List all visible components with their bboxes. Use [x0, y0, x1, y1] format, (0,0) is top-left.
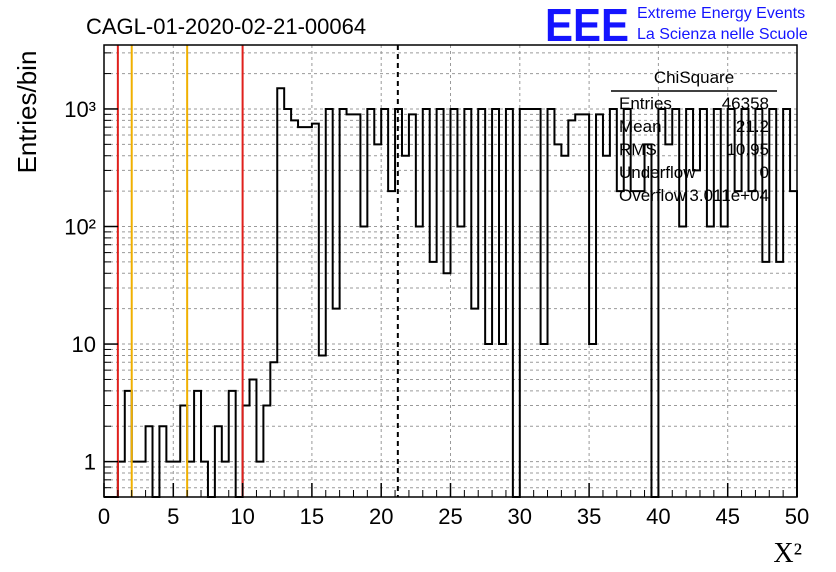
x-tick-label: 5	[167, 504, 179, 529]
eee-logo: EEE Extreme Energy Events La Scienza nel…	[545, 0, 808, 51]
x-tick-label: 0	[98, 504, 110, 529]
stats-value: 3.011e+04	[689, 186, 769, 205]
stats-value: 0	[760, 163, 769, 182]
histogram-outline	[104, 87, 798, 498]
axis-ticks: 0 5 10 15 20 25 30 35 40 45 50 1 10 10² 10³	[64, 52, 809, 529]
y-tick-label: 10³	[64, 97, 96, 122]
x-tick-label: 15	[300, 504, 324, 529]
y-tick-label: 10	[72, 332, 96, 357]
x-tick-label: 50	[785, 504, 809, 529]
logo-line-2: La Scienza nelle Scuole	[637, 26, 808, 43]
logo-mark: EEE	[545, 0, 629, 51]
stats-box: ChiSquare Entries 46358 Mean 21.2 RMS 10.95 Un…	[611, 68, 777, 205]
x-tick-label: 20	[369, 504, 393, 529]
chart-title: CAGL-01-2020-02-21-00064	[86, 14, 366, 39]
x-tick-label: 30	[508, 504, 532, 529]
stats-rows: Entries 46358 Mean 21.2 RMS 10.95 Underflow 0 Ov…	[619, 94, 769, 205]
stats-label: Mean	[619, 117, 662, 136]
grid-lines	[104, 45, 797, 497]
histogram-marks	[104, 87, 798, 498]
stats-value: 10.95	[726, 140, 769, 159]
x-tick-label: 10	[230, 504, 254, 529]
x-axis-label: X²	[773, 538, 802, 569]
stats-name: ChiSquare	[654, 68, 734, 87]
x-tick-label: 35	[577, 504, 601, 529]
y-tick-label: 10²	[64, 215, 96, 240]
logo-line-1: Extreme Energy Events	[637, 5, 805, 22]
stats-value: 46358	[722, 94, 769, 113]
x-tick-label: 45	[715, 504, 739, 529]
stats-label: Entries	[619, 94, 672, 113]
marker-lines	[116, 45, 399, 497]
x-tick-label: 25	[438, 504, 462, 529]
stats-value: 21.2	[736, 117, 769, 136]
stats-label: Underflow	[619, 163, 696, 182]
y-tick-label: 1	[84, 450, 96, 475]
x-tick-label: 40	[646, 504, 670, 529]
stats-label: RMS	[619, 140, 657, 159]
y-axis-label: Entries/bin	[12, 51, 42, 174]
stats-label: Overflow	[619, 186, 687, 205]
